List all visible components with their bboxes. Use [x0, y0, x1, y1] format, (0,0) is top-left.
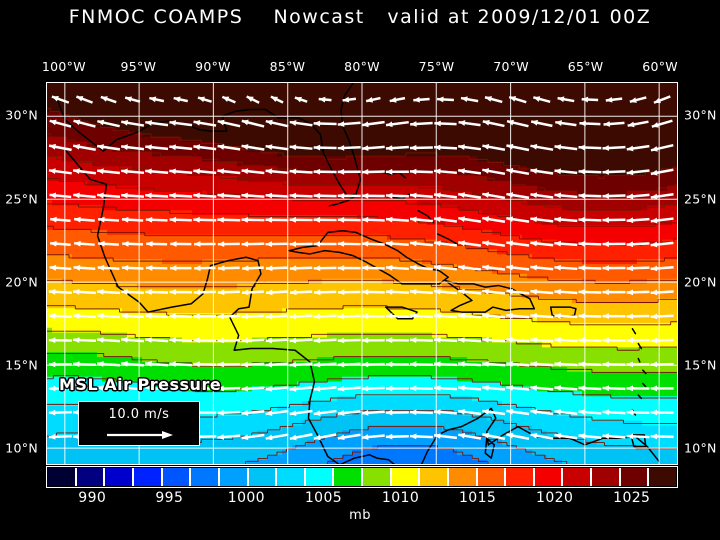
- lon-tick-label: 65°W: [567, 59, 604, 74]
- colorbar-segment: [333, 468, 363, 486]
- colorbar-segment: [505, 468, 534, 486]
- lat-tick-label: 10°N: [5, 440, 38, 456]
- colorbar-segment: [390, 468, 420, 486]
- lat-tick-label: 30°N: [5, 107, 38, 123]
- colorbar-segment: [648, 468, 676, 486]
- wind-arrows: [48, 95, 674, 441]
- map-variable-label: MSL Air Pressure: [59, 375, 222, 394]
- colorbar-segment: [161, 468, 191, 486]
- lon-tick-label: 75°W: [418, 59, 455, 74]
- colorbar-segment: [133, 468, 162, 486]
- colorbar-tick-label: 1025: [613, 490, 651, 506]
- colorbar-segment: [247, 468, 277, 486]
- lat-tick-label: 10°N: [684, 440, 717, 456]
- colorbar-segment: [218, 468, 248, 486]
- right-arrow-icon: [107, 431, 173, 439]
- lat-tick-label: 20°N: [684, 274, 717, 290]
- lat-tick-label: 30°N: [684, 107, 717, 123]
- lon-tick-label: 85°W: [269, 59, 306, 74]
- colorbar-segment: [362, 468, 391, 486]
- colorbar-segment: [190, 468, 219, 486]
- colorbar[interactable]: [46, 466, 678, 488]
- wind-scale-legend: 10.0 m/s: [78, 401, 200, 446]
- map-inner: [47, 83, 677, 464]
- lat-tick-label: 15°N: [5, 357, 38, 373]
- colorbar-segments: [48, 468, 676, 486]
- lon-tick-label: 95°W: [120, 59, 157, 74]
- lat-tick-label: 25°N: [684, 191, 717, 207]
- colorbar-segment: [533, 468, 563, 486]
- colorbar-tick-label: 1010: [381, 490, 420, 506]
- colorbar-tick-label: 1000: [227, 490, 265, 506]
- colorbar-segment: [419, 468, 448, 486]
- colorbar-segment: [591, 468, 620, 486]
- lon-tick-label: 60°W: [642, 59, 678, 74]
- lon-tick-label: 100°W: [41, 59, 86, 74]
- colorbar-tick-label: 995: [155, 490, 184, 506]
- map-plot-area[interactable]: MSL Air Pressure 10.0 m/s: [46, 82, 678, 465]
- colorbar-tick-label: 1005: [304, 490, 343, 506]
- lat-tick-label: 20°N: [5, 274, 38, 290]
- colorbar-segment: [476, 468, 506, 486]
- wind-scale-value: 10.0 m/s: [108, 407, 170, 422]
- colorbar-segment: [75, 468, 105, 486]
- lat-tick-label: 15°N: [684, 357, 717, 373]
- colorbar-tick-label: 990: [78, 490, 107, 506]
- lon-tick-label: 80°W: [344, 59, 380, 74]
- colorbar-segment: [447, 468, 477, 486]
- colorbar-tick-label: 1020: [536, 490, 574, 506]
- colorbar-segment: [48, 468, 76, 486]
- colorbar-segment: [276, 468, 305, 486]
- colorbar-segment: [304, 468, 334, 486]
- colorbar-segment: [619, 468, 649, 486]
- colorbar-tick-label: 1015: [458, 490, 497, 506]
- page-title: FNMOC COAMPS Nowcast valid at 2009/12/01…: [68, 6, 652, 28]
- lon-tick-label: 70°W: [493, 59, 529, 74]
- wind-vector-layer: [48, 95, 674, 441]
- lat-tick-label: 25°N: [5, 191, 38, 207]
- colorbar-segment: [104, 468, 134, 486]
- colorbar-segment: [562, 468, 592, 486]
- colorbar-unit-label: mb: [349, 508, 371, 523]
- lon-tick-label: 90°W: [195, 59, 231, 74]
